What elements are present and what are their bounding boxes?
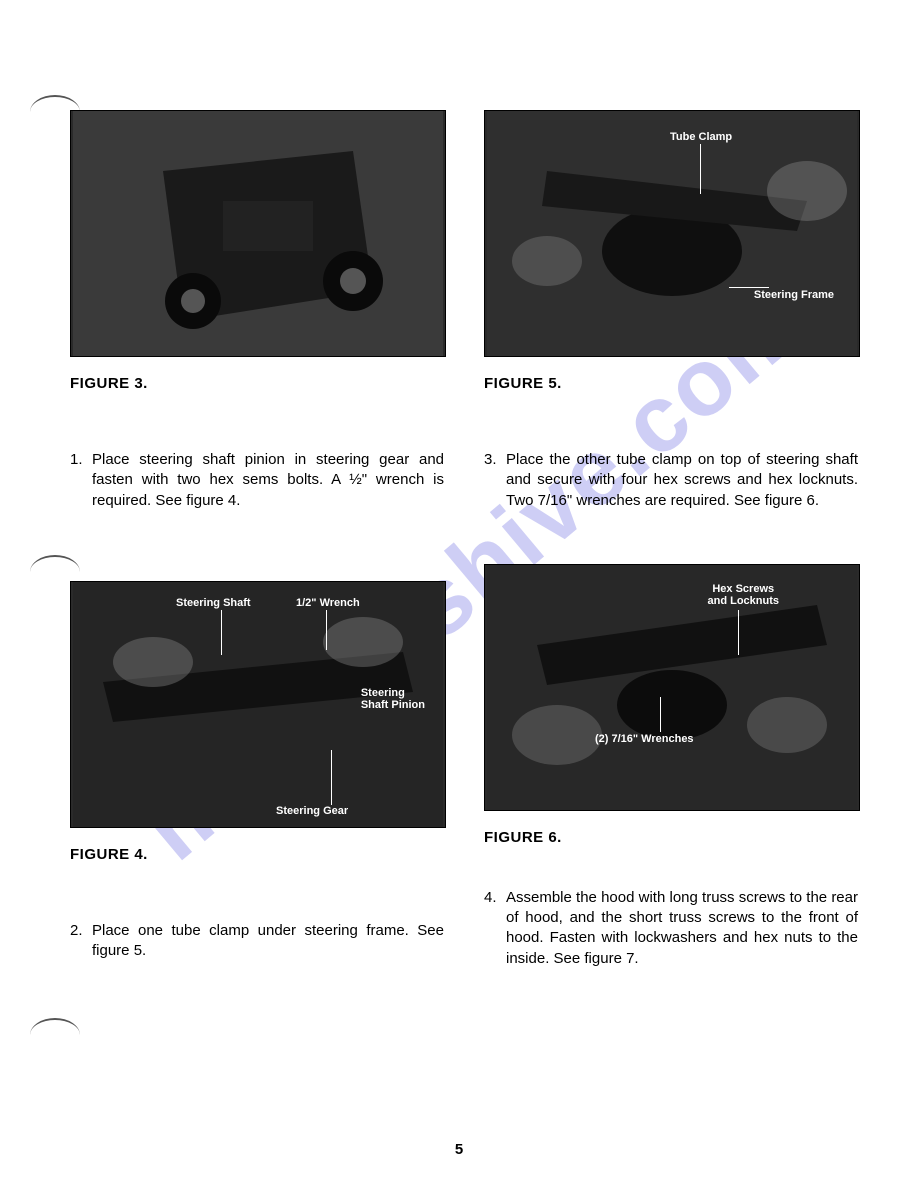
callout-line [738,610,739,655]
left-column: FIGURE 3. 1. Place steering shaft pinion… [70,110,444,989]
figure-5-image: Tube Clamp Steering Frame [484,110,860,357]
label-steering-shaft: Steering Shaft [176,597,251,609]
figure-6-image: Hex Screws and Locknuts (2) 7/16" Wrench… [484,564,860,811]
label-wrenches: (2) 7/16" Wrenches [595,733,694,745]
step-4: 4. Assemble the hood with long truss scr… [484,888,858,969]
figure-6-svg [485,565,859,810]
page-number: 5 [0,1141,918,1158]
figure-3-image [70,110,446,357]
step-text: Place one tube clamp under steering fram… [92,921,444,962]
figure-3-svg [71,111,445,356]
callout-line [700,144,701,194]
figure-3-caption: FIGURE 3. [70,375,444,392]
binding-mark [30,1018,80,1035]
manual-page: manualshive.com FIGURE 3. 1. [0,0,918,1188]
label-tube-clamp: Tube Clamp [670,131,732,143]
step-number: 4. [484,888,506,908]
callout-line [326,610,327,650]
label-wrench: 1/2" Wrench [296,597,360,609]
step-2: 2. Place one tube clamp under steering f… [70,921,444,962]
step-text: Place steering shaft pinion in steering … [92,450,444,511]
figure-4-image: Steering Shaft 1/2" Wrench Steering Shaf… [70,581,446,828]
label-steering-shaft-pinion: Steering Shaft Pinion [361,687,425,711]
label-steering-gear: Steering Gear [276,805,348,817]
step-number: 2. [70,921,92,941]
figure-5-caption: FIGURE 5. [484,375,858,392]
content-columns: FIGURE 3. 1. Place steering shaft pinion… [70,110,858,989]
callout-line [729,287,769,288]
label-hex-screws: Hex Screws and Locknuts [707,583,779,607]
step-3: 3. Place the other tube clamp on top of … [484,450,858,511]
callout-line [331,750,332,805]
callout-line [660,697,661,732]
step-1: 1. Place steering shaft pinion in steeri… [70,450,444,511]
step-text: Assemble the hood with long truss screws… [506,888,858,969]
step-number: 1. [70,450,92,470]
figure-5-svg [485,111,859,356]
callout-line [221,610,222,655]
right-column: Tube Clamp Steering Frame FIGURE 5. 3. P… [484,110,858,989]
step-number: 3. [484,450,506,470]
step-text: Place the other tube clamp on top of ste… [506,450,858,511]
label-steering-frame: Steering Frame [754,289,834,301]
figure-4-caption: FIGURE 4. [70,846,444,863]
figure-6-caption: FIGURE 6. [484,829,858,846]
